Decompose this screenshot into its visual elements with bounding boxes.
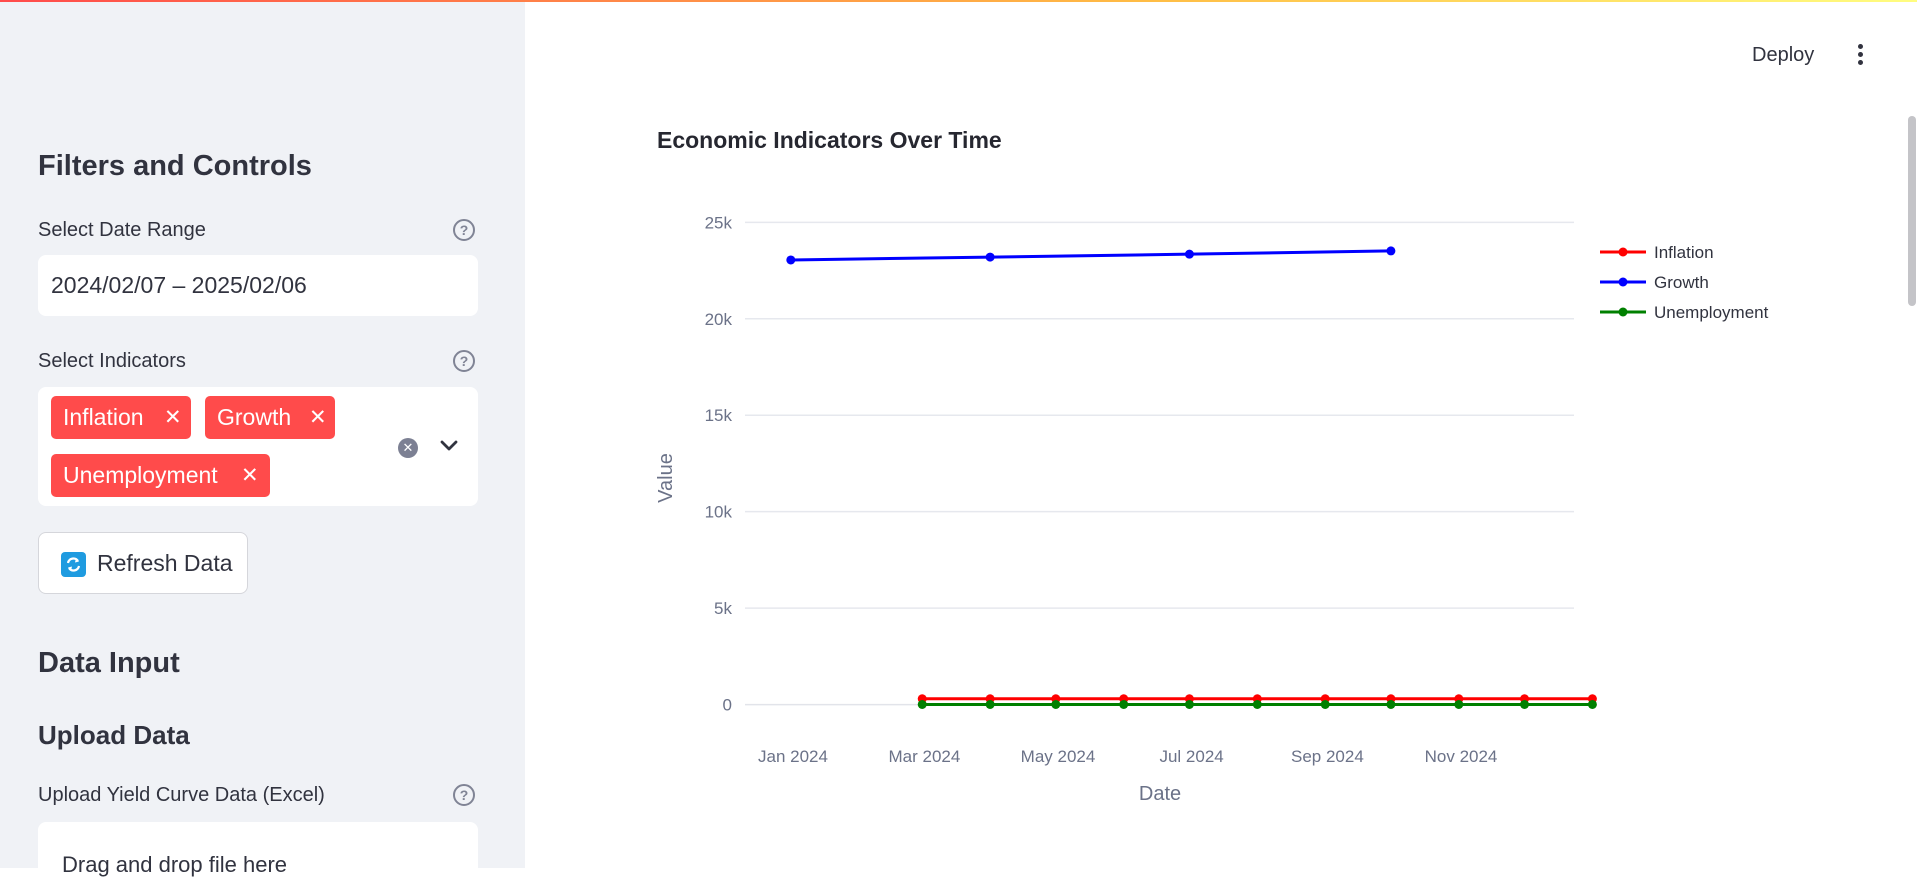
remove-chip-icon[interactable]: ✕ xyxy=(164,406,182,429)
x-tick-label: Jul 2024 xyxy=(1159,747,1223,766)
data-point-growth xyxy=(1386,246,1396,256)
y-tick-label: 0 xyxy=(723,696,732,715)
refresh-data-label: Refresh Data xyxy=(97,550,233,576)
x-tick-label: Mar 2024 xyxy=(888,747,960,766)
chevron-down-icon[interactable] xyxy=(436,433,462,459)
chip-unemployment: Unemployment ✕ xyxy=(51,454,270,497)
data-point-unemployment xyxy=(1320,699,1330,709)
y-tick-label: 25k xyxy=(705,213,733,232)
kebab-menu-icon[interactable] xyxy=(1854,44,1866,68)
help-icon[interactable]: ? xyxy=(453,784,475,806)
remove-chip-icon[interactable]: ✕ xyxy=(309,406,327,429)
x-tick-label: May 2024 xyxy=(1021,747,1096,766)
date-range-label: Select Date Range xyxy=(38,219,206,241)
data-point-unemployment xyxy=(1587,699,1597,709)
y-tick-label: 20k xyxy=(705,310,733,329)
chip-growth: Growth ✕ xyxy=(205,396,335,439)
chip-label: Unemployment xyxy=(63,462,218,488)
x-axis-title: Date xyxy=(1139,783,1181,805)
legend-marker-unemployment xyxy=(1618,307,1628,317)
chip-label: Inflation xyxy=(63,404,144,430)
indicators-label: Select Indicators xyxy=(38,350,186,372)
refresh-icon xyxy=(61,552,86,577)
top-decoration-bar xyxy=(0,0,1917,2)
legend-label-unemployment: Unemployment xyxy=(1654,303,1769,322)
help-icon[interactable]: ? xyxy=(453,350,475,372)
x-tick-label: Sep 2024 xyxy=(1291,747,1364,766)
help-icon[interactable]: ? xyxy=(453,219,475,241)
data-point-unemployment xyxy=(917,699,927,709)
page-scrollbar[interactable] xyxy=(1908,116,1916,306)
data-point-growth xyxy=(1184,249,1194,259)
y-tick-label: 5k xyxy=(714,599,732,618)
upload-label: Upload Yield Curve Data (Excel) xyxy=(38,784,325,806)
legend-label-growth: Growth xyxy=(1654,273,1709,292)
legend-marker-growth xyxy=(1618,277,1628,287)
data-point-unemployment xyxy=(1119,699,1129,709)
sidebar-title: Filters and Controls xyxy=(38,150,312,182)
data-point-unemployment xyxy=(985,699,995,709)
series-line-growth xyxy=(790,249,1391,262)
y-axis-title: Value xyxy=(655,453,677,503)
data-point-unemployment xyxy=(1454,699,1464,709)
data-point-unemployment xyxy=(1520,699,1530,709)
clear-all-icon[interactable]: ✕ xyxy=(398,438,418,458)
y-tick-label: 10k xyxy=(705,503,733,522)
data-point-unemployment xyxy=(1051,699,1061,709)
upload-data-title: Upload Data xyxy=(38,720,190,750)
chart-title: Economic Indicators Over Time xyxy=(657,127,1002,153)
data-point-growth xyxy=(786,255,796,265)
data-point-unemployment xyxy=(1184,699,1194,709)
date-range-value: 2024/02/07 – 2025/02/06 xyxy=(51,272,307,298)
data-point-unemployment xyxy=(1252,699,1262,709)
chip-inflation: Inflation ✕ xyxy=(51,396,191,439)
data-point-unemployment xyxy=(1386,699,1396,709)
deploy-button[interactable]: Deploy xyxy=(1752,44,1815,66)
data-input-title: Data Input xyxy=(38,647,180,679)
x-tick-label: Nov 2024 xyxy=(1425,747,1498,766)
y-tick-label: 15k xyxy=(705,406,733,425)
legend-marker-inflation xyxy=(1618,247,1628,257)
sidebar: Filters and Controls Select Date Range ?… xyxy=(0,0,525,882)
date-range-input[interactable]: 2024/02/07 – 2025/02/06 xyxy=(38,255,478,316)
legend-label-inflation: Inflation xyxy=(1654,243,1714,262)
x-tick-label: Jan 2024 xyxy=(758,747,828,766)
refresh-data-button[interactable]: Refresh Data xyxy=(38,532,248,594)
remove-chip-icon[interactable]: ✕ xyxy=(241,464,259,487)
chip-label: Growth xyxy=(217,404,292,430)
data-point-growth xyxy=(985,252,995,262)
indicators-multiselect[interactable]: Inflation ✕ Growth ✕ Unemployment ✕ ✕ xyxy=(38,387,478,506)
